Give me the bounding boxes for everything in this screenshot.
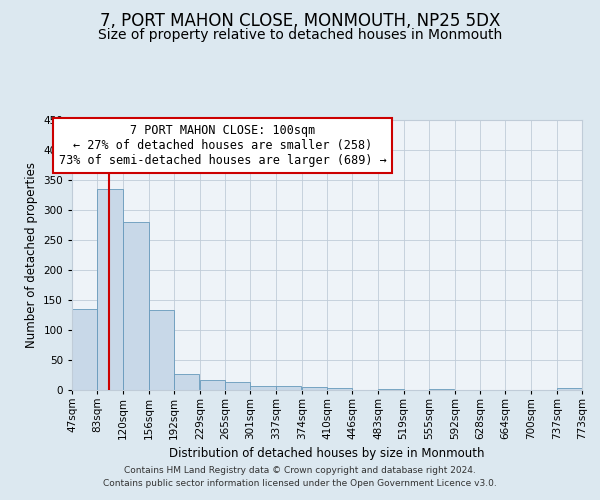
Text: 7, PORT MAHON CLOSE, MONMOUTH, NP25 5DX: 7, PORT MAHON CLOSE, MONMOUTH, NP25 5DX: [100, 12, 500, 30]
Bar: [250, 386, 276, 390]
Text: 7 PORT MAHON CLOSE: 100sqm
← 27% of detached houses are smaller (258)
73% of sem: 7 PORT MAHON CLOSE: 100sqm ← 27% of deta…: [59, 124, 386, 167]
Bar: [97, 189, 122, 390]
Text: Size of property relative to detached houses in Monmouth: Size of property relative to detached ho…: [98, 28, 502, 42]
Bar: [225, 382, 250, 390]
Bar: [557, 388, 582, 390]
Bar: [123, 222, 149, 390]
Bar: [327, 388, 352, 390]
Bar: [149, 310, 174, 390]
Bar: [72, 309, 97, 390]
Bar: [200, 380, 225, 390]
Bar: [276, 386, 301, 390]
Text: Contains HM Land Registry data © Crown copyright and database right 2024.
Contai: Contains HM Land Registry data © Crown c…: [103, 466, 497, 487]
Bar: [378, 389, 404, 390]
Bar: [174, 374, 199, 390]
Bar: [429, 389, 454, 390]
Y-axis label: Number of detached properties: Number of detached properties: [25, 162, 38, 348]
X-axis label: Distribution of detached houses by size in Monmouth: Distribution of detached houses by size …: [169, 448, 485, 460]
Bar: [302, 387, 327, 390]
